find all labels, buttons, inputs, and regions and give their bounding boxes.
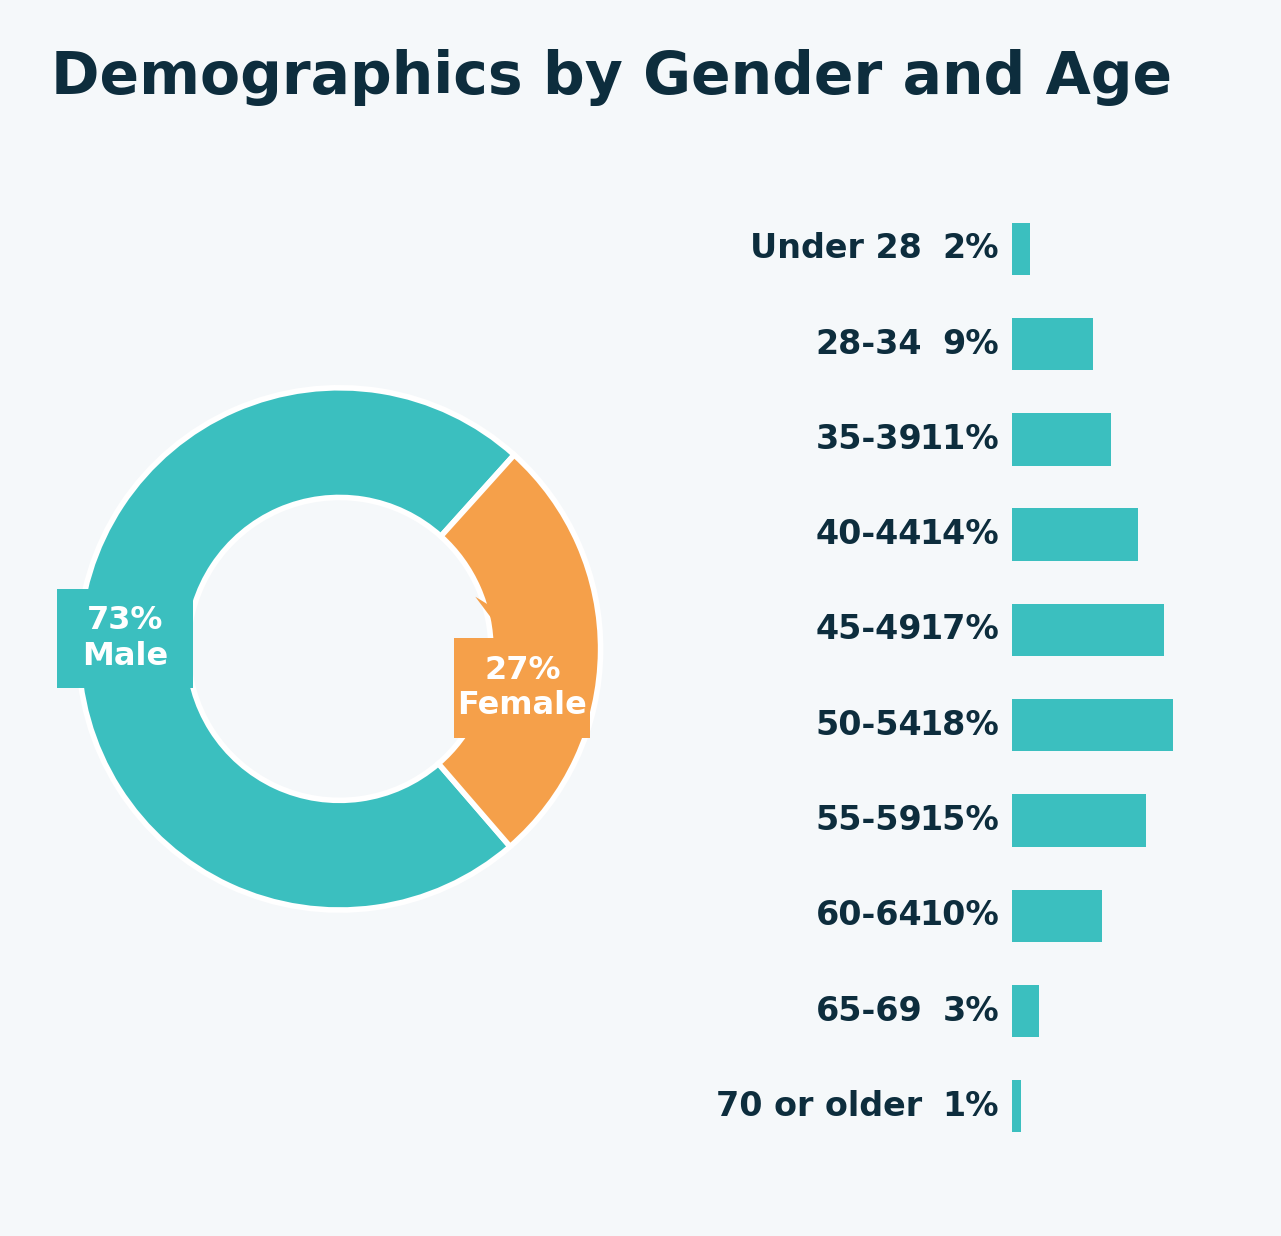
- Text: 17%: 17%: [920, 613, 999, 646]
- Text: Under 28: Under 28: [751, 232, 922, 266]
- FancyBboxPatch shape: [1012, 318, 1093, 371]
- Text: 11%: 11%: [920, 423, 999, 456]
- FancyBboxPatch shape: [1012, 795, 1146, 847]
- FancyBboxPatch shape: [1012, 985, 1039, 1037]
- Text: 15%: 15%: [920, 803, 999, 837]
- Text: 40-44: 40-44: [816, 518, 922, 551]
- Text: 3%: 3%: [943, 995, 999, 1027]
- Text: 35-39: 35-39: [816, 423, 922, 456]
- Text: 14%: 14%: [920, 518, 999, 551]
- Wedge shape: [438, 455, 601, 847]
- Text: 73%
Male: 73% Male: [82, 606, 168, 672]
- FancyBboxPatch shape: [1012, 508, 1138, 561]
- Text: 9%: 9%: [943, 328, 999, 361]
- Text: 10%: 10%: [920, 900, 999, 932]
- Text: 50-54: 50-54: [816, 708, 922, 742]
- FancyBboxPatch shape: [1012, 222, 1030, 276]
- FancyBboxPatch shape: [58, 588, 193, 688]
- Text: 55-59: 55-59: [816, 803, 922, 837]
- FancyBboxPatch shape: [1012, 413, 1111, 466]
- Text: 45-49: 45-49: [816, 613, 922, 646]
- Text: 18%: 18%: [920, 708, 999, 742]
- FancyBboxPatch shape: [455, 639, 591, 738]
- Text: 60-64: 60-64: [816, 900, 922, 932]
- Wedge shape: [78, 388, 514, 910]
- FancyBboxPatch shape: [1012, 1080, 1021, 1132]
- FancyBboxPatch shape: [1012, 700, 1173, 751]
- Text: 1%: 1%: [943, 1090, 999, 1122]
- Text: 65-69: 65-69: [816, 995, 922, 1027]
- FancyBboxPatch shape: [1012, 603, 1164, 656]
- Polygon shape: [475, 597, 543, 639]
- Text: Demographics by Gender and Age: Demographics by Gender and Age: [51, 49, 1172, 106]
- Text: 2%: 2%: [943, 232, 999, 266]
- FancyBboxPatch shape: [1012, 890, 1102, 942]
- Text: 27%
Female: 27% Female: [457, 655, 587, 722]
- Text: 28-34: 28-34: [816, 328, 922, 361]
- Polygon shape: [110, 688, 188, 722]
- Text: 70 or older: 70 or older: [716, 1090, 922, 1122]
